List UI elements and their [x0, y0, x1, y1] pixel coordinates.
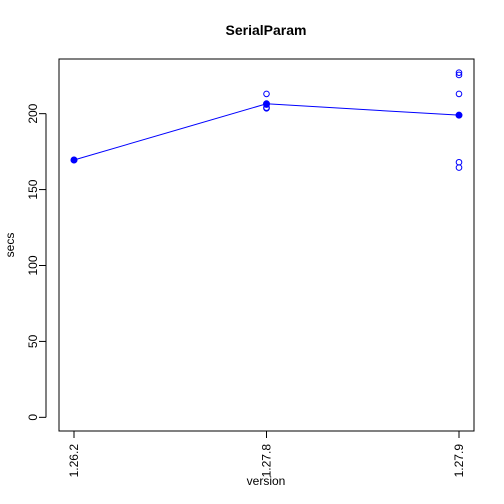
x-axis-label: version	[247, 474, 286, 488]
y-tick-label: 0	[26, 414, 40, 421]
chart-title: SerialParam	[226, 22, 307, 38]
observation-point	[455, 164, 463, 171]
x-tick-label: 1.26.2	[67, 444, 81, 478]
y-tick-label: 150	[26, 179, 40, 199]
x-axis: 1.26.2 1.27.8 1.27.9	[67, 430, 466, 478]
mean-line	[73, 103, 460, 161]
observation-point	[263, 90, 270, 98]
y-tick-label: 100	[26, 255, 40, 275]
observation-point	[455, 69, 463, 76]
y-tick-label: 200	[26, 103, 40, 123]
x-tick-label: 1.27.9	[452, 444, 466, 478]
mean-point	[263, 100, 270, 108]
y-tick-label: 50	[26, 334, 40, 348]
observation-point	[455, 90, 463, 98]
y-axis-label: secs	[3, 233, 17, 258]
x-tick-label: 1.27.8	[260, 444, 274, 478]
series-layer	[70, 69, 463, 171]
observation-point	[455, 71, 463, 79]
observation-point	[455, 158, 463, 166]
mean-point	[455, 111, 463, 119]
y-axis: 0 50 100 150 200	[26, 103, 47, 421]
plot-frame	[58, 58, 475, 432]
mean-point	[70, 156, 78, 164]
